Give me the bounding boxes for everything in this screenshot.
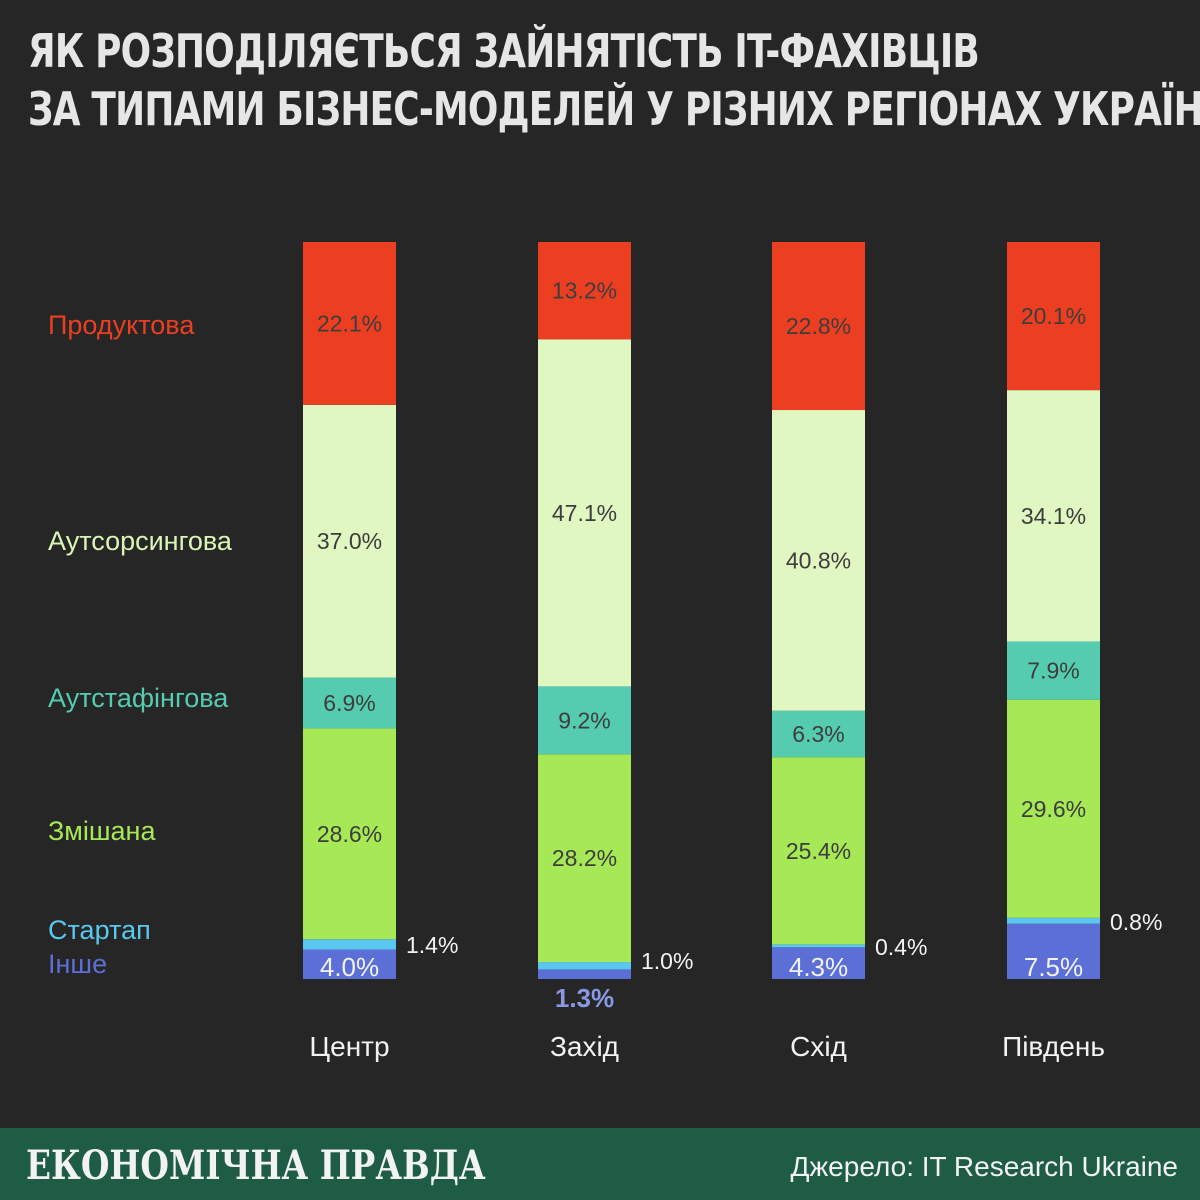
bar-segment-продуктова-1 (538, 242, 631, 340)
bar-segment-аутсорсингова-0 (303, 404, 396, 678)
value-label-аутсорсингова-0: 37.0% (317, 528, 382, 554)
bar-segment-продуктова-0 (303, 242, 396, 405)
bar-segment-стартап-0 (303, 939, 396, 950)
category-label-3: Південь (1002, 1031, 1105, 1062)
bar-segment-змішана-1 (538, 754, 631, 963)
legend-стартап: Стартап (48, 915, 151, 945)
bar-segment-змішана-3 (1007, 699, 1100, 918)
bar-segment-аутстафінгова-3 (1007, 641, 1100, 700)
bar-segment-аутстафінгова-2 (772, 710, 865, 758)
value-label-стартап-1: 1.0% (641, 948, 693, 974)
value-label-змішана-1: 28.2% (552, 845, 617, 871)
bar-segment-аутстафінгова-1 (538, 686, 631, 755)
value-label-інше-0: 4.0% (320, 952, 379, 982)
value-label-продуктова-2: 22.8% (786, 313, 851, 339)
bar-segment-стартап-2 (772, 944, 865, 948)
value-label-аутсорсингова-1: 47.1% (552, 500, 617, 526)
bar-segment-аутсорсингова-3 (1007, 390, 1100, 642)
bar-segment-змішана-2 (772, 757, 865, 945)
bar-segment-стартап-3 (1007, 917, 1100, 924)
category-label-0: Центр (309, 1031, 389, 1062)
title-line-1: ЯК РОЗПОДІЛЯЄТЬСЯ ЗАЙНЯТІСТЬ IT-ФАХІВЦІВ (28, 24, 980, 78)
value-label-змішана-0: 28.6% (317, 821, 382, 847)
value-label-продуктова-0: 22.1% (317, 310, 382, 336)
value-label-інше-2: 4.3% (789, 952, 848, 982)
bar-segment-аутсорсингова-2 (772, 410, 865, 711)
source-credit: Джерело: IT Research Ukraine (790, 1151, 1178, 1182)
legend-змішана: Змішана (48, 816, 156, 846)
value-label-стартап-0: 1.4% (406, 932, 458, 958)
bar-segment-інше-1 (538, 969, 631, 979)
value-label-аутстафінгова-3: 7.9% (1027, 658, 1079, 684)
footer-bar: ЕКОНОМІЧНА ПРАВДА Джерело: IT Research U… (0, 1128, 1200, 1200)
value-label-аутсорсингова-2: 40.8% (786, 547, 851, 573)
bar-segment-аутстафінгова-0 (303, 677, 396, 729)
value-label-змішана-2: 25.4% (786, 838, 851, 864)
bar-segment-аутсорсингова-1 (538, 339, 631, 687)
value-label-інше-3: 7.5% (1024, 952, 1083, 982)
legend-аутстафінгова: Аутстафінгова (48, 683, 229, 713)
value-label-інше-1: 1.3% (555, 983, 614, 1013)
bar-segment-інше-3 (1007, 923, 1100, 979)
legend-аутсорсингова: Аутсорсингова (48, 526, 233, 556)
value-label-аутсорсингова-3: 34.1% (1021, 503, 1086, 529)
bar-segment-змішана-0 (303, 728, 396, 940)
category-label-1: Захід (550, 1031, 619, 1062)
value-label-змішана-3: 29.6% (1021, 796, 1086, 822)
legend-інше: Інше (48, 949, 107, 979)
value-label-аутстафінгова-1: 9.2% (558, 707, 610, 733)
bar-segment-стартап-1 (538, 962, 631, 970)
value-label-продуктова-3: 20.1% (1021, 303, 1086, 329)
bar-segment-інше-2 (772, 947, 865, 979)
value-label-стартап-2: 0.4% (875, 934, 927, 960)
category-label-2: Схід (790, 1031, 847, 1062)
brand-logo: ЕКОНОМІЧНА ПРАВДА (26, 1142, 486, 1189)
bar-segment-інше-0 (303, 949, 396, 979)
bar-segment-продуктова-3 (1007, 242, 1100, 391)
stacked-bar-chart: 4.0% 1.4% 28.6% 6.9% 37.0% 22.1% Центр 1.3% 1.0%… (48, 242, 1162, 1062)
bar-segment-продуктова-2 (772, 242, 865, 411)
value-label-стартап-3: 0.8% (1110, 909, 1162, 935)
value-label-продуктова-1: 13.2% (552, 278, 617, 304)
value-label-аутстафінгова-0: 6.9% (323, 690, 375, 716)
value-label-аутстафінгова-2: 6.3% (792, 721, 844, 747)
legend-продуктова: Продуктова (48, 310, 195, 340)
